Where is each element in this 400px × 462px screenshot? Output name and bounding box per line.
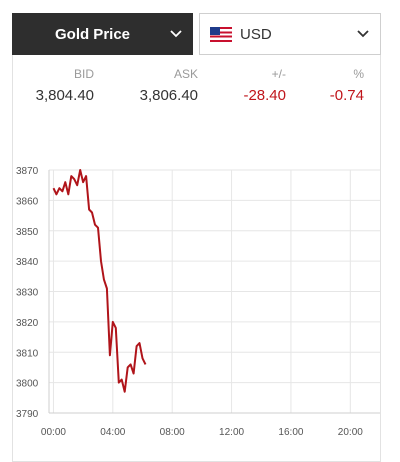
x-tick-label: 16:00 [278,427,303,438]
bid-label: BID [73,67,94,81]
y-tick-label: 3850 [16,227,39,238]
quote-row: BID 3,804.40 ASK 3,806.40 +/- -28.40 % -… [12,66,381,112]
currency-dropdown-label: USD [240,25,272,43]
price-series-line [52,169,147,393]
chevron-down-icon [346,30,380,38]
x-tick-label: 12:00 [219,427,244,438]
us-flag-icon [210,26,232,42]
ask-value: 3,806.40 [139,87,198,104]
y-tick-label: 3810 [16,348,39,359]
bid-column: BID 3,804.40 [32,66,94,104]
ask-column: ASK 3,806.40 [127,66,198,104]
x-tick-label: 04:00 [100,427,125,438]
x-tick-label: 20:00 [338,427,363,438]
ask-label: ASK [173,67,198,81]
bid-value: 3,804.40 [35,87,94,104]
percent-label: % [353,67,364,81]
change-label: +/- [271,67,286,81]
percent-value: -0.74 [329,87,364,104]
y-tick-label: 3860 [16,196,39,207]
y-tick-label: 3800 [16,379,39,390]
top-bar: Gold Price USD [12,13,381,55]
x-tick-label: 08:00 [160,427,185,438]
metal-dropdown[interactable]: Gold Price [12,13,193,55]
y-tick-label: 3820 [16,318,39,329]
chevron-down-icon [159,30,193,38]
x-tick-label: 00:00 [41,427,66,438]
change-column: +/- -28.40 [226,66,286,104]
percent-column: % -0.74 [312,66,364,104]
y-tick-label: 3840 [16,257,39,268]
change-value: -28.40 [243,87,286,104]
y-tick-label: 3870 [16,166,39,177]
y-tick-label: 3830 [16,288,39,299]
currency-dropdown[interactable]: USD [199,13,381,55]
y-tick-label: 3790 [16,409,39,420]
metal-dropdown-label: Gold Price [54,25,131,43]
